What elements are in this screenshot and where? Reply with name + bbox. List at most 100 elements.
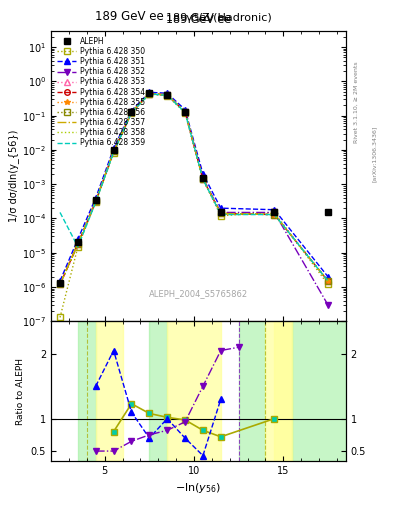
Pythia 6.428 356 (147, 91, 152, 97)
Pythia 6.428 353 (219, 210, 223, 217)
Pythia 6.428 352 (94, 198, 98, 204)
Line: Pythia 6.428 356: Pythia 6.428 356 (57, 91, 331, 287)
ALEPH (58, 280, 62, 286)
Pythia 6.428 355 (111, 148, 116, 155)
Pythia 6.428 354 (129, 109, 134, 115)
Pythia 6.428 359 (94, 199, 98, 205)
Pythia 6.428 354 (147, 91, 152, 97)
Pythia 6.428 354 (58, 281, 62, 287)
Pythia 6.428 358 (272, 211, 277, 218)
Pythia 6.428 358 (326, 278, 331, 284)
Pythia 6.428 357 (129, 109, 134, 115)
Pythia 6.428 358 (183, 109, 187, 115)
Pythia 6.428 350 (147, 91, 152, 97)
Pythia 6.428 350 (165, 93, 169, 99)
Line: Pythia 6.428 355: Pythia 6.428 355 (57, 91, 331, 287)
Pythia 6.428 356 (183, 109, 187, 115)
Pythia 6.428 350 (94, 199, 98, 205)
Bar (274, 322, 292, 461)
ALEPH (326, 209, 331, 216)
Text: Rivet 3.1.10, ≥ 2M events: Rivet 3.1.10, ≥ 2M events (354, 61, 359, 143)
Text: 189 GeV ee: 189 GeV ee (166, 13, 231, 23)
ALEPH (111, 147, 116, 153)
Pythia 6.428 353 (272, 211, 277, 218)
Pythia 6.428 358 (165, 92, 169, 98)
Pythia 6.428 359 (272, 211, 277, 218)
Pythia 6.428 351 (94, 195, 98, 201)
Pythia 6.428 359 (111, 150, 116, 156)
Pythia 6.428 353 (183, 109, 187, 115)
Pythia 6.428 350 (111, 150, 116, 156)
Pythia 6.428 356 (111, 148, 116, 155)
Pythia 6.428 359 (183, 109, 187, 115)
Pythia 6.428 357 (200, 176, 205, 182)
Pythia 6.428 351 (272, 207, 277, 213)
Pythia 6.428 357 (94, 198, 98, 204)
Pythia 6.428 356 (75, 241, 80, 247)
Line: Pythia 6.428 353: Pythia 6.428 353 (57, 91, 331, 287)
ALEPH (183, 109, 187, 115)
Pythia 6.428 359 (326, 278, 331, 284)
Pythia 6.428 354 (165, 92, 169, 98)
Pythia 6.428 350 (75, 244, 80, 250)
Text: γ*/Z (Hadronic): γ*/Z (Hadronic) (186, 13, 272, 23)
Y-axis label: Ratio to ALEPH: Ratio to ALEPH (16, 357, 25, 424)
Pythia 6.428 356 (165, 92, 169, 98)
Pythia 6.428 353 (129, 109, 134, 115)
Pythia 6.428 355 (75, 241, 80, 247)
Bar (96, 322, 123, 461)
Pythia 6.428 356 (219, 210, 223, 217)
Bar (149, 322, 167, 461)
Pythia 6.428 355 (129, 109, 134, 115)
Pythia 6.428 350 (129, 110, 134, 116)
ALEPH (129, 109, 134, 115)
Pythia 6.428 355 (326, 278, 331, 284)
Pythia 6.428 358 (94, 198, 98, 204)
Pythia 6.428 352 (75, 241, 80, 247)
Pythia 6.428 351 (75, 236, 80, 242)
Line: ALEPH: ALEPH (57, 90, 331, 287)
Pythia 6.428 351 (183, 106, 187, 113)
Text: 189 GeV ee: 189 GeV ee (166, 15, 231, 25)
Pythia 6.428 353 (200, 176, 205, 182)
Pythia 6.428 353 (94, 198, 98, 204)
Pythia 6.428 357 (111, 148, 116, 155)
Line: Pythia 6.428 351: Pythia 6.428 351 (57, 90, 331, 284)
Pythia 6.428 358 (219, 210, 223, 217)
Bar (78, 322, 96, 461)
Pythia 6.428 352 (129, 109, 134, 115)
Pythia 6.428 358 (75, 241, 80, 247)
Line: Pythia 6.428 357: Pythia 6.428 357 (60, 94, 328, 284)
Pythia 6.428 357 (165, 92, 169, 98)
Pythia 6.428 353 (58, 281, 62, 287)
Pythia 6.428 354 (200, 176, 205, 182)
Pythia 6.428 352 (272, 209, 277, 216)
Pythia 6.428 358 (200, 176, 205, 182)
Pythia 6.428 358 (58, 281, 62, 287)
Pythia 6.428 352 (183, 109, 187, 115)
Pythia 6.428 350 (200, 176, 205, 182)
Pythia 6.428 355 (58, 281, 62, 287)
Pythia 6.428 355 (219, 210, 223, 217)
Pythia 6.428 352 (165, 92, 169, 98)
Pythia 6.428 351 (219, 205, 223, 211)
Pythia 6.428 352 (200, 175, 205, 181)
Pythia 6.428 357 (272, 211, 277, 218)
ALEPH (165, 92, 169, 98)
Pythia 6.428 356 (326, 278, 331, 284)
Text: [arXiv:1306.3436]: [arXiv:1306.3436] (371, 125, 376, 182)
Pythia 6.428 357 (219, 210, 223, 217)
Pythia 6.428 356 (58, 281, 62, 287)
Pythia 6.428 351 (111, 145, 116, 152)
Pythia 6.428 353 (326, 278, 331, 284)
Bar (265, 322, 292, 461)
Pythia 6.428 354 (183, 109, 187, 115)
ALEPH (75, 240, 80, 246)
Pythia 6.428 352 (111, 148, 116, 155)
Pythia 6.428 355 (94, 198, 98, 204)
Line: Pythia 6.428 359: Pythia 6.428 359 (60, 94, 328, 281)
Pythia 6.428 353 (75, 241, 80, 247)
Text: 189 GeV ee: 189 GeV ee (95, 10, 164, 23)
Pythia 6.428 352 (58, 281, 62, 287)
Pythia 6.428 358 (129, 109, 134, 115)
